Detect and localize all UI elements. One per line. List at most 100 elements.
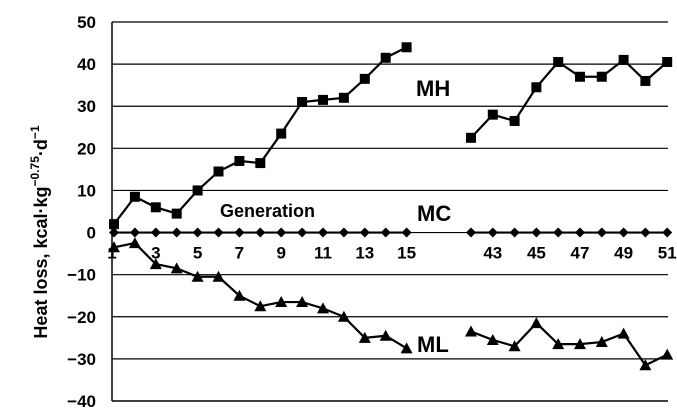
series-label-ml: ML — [417, 332, 449, 357]
x-tick-label: 9 — [276, 244, 285, 263]
data-point-square — [509, 115, 520, 126]
y-tick-label: 0 — [87, 224, 96, 243]
series-mc — [109, 227, 673, 238]
data-point-triangle — [379, 329, 392, 341]
data-point-diamond — [318, 227, 328, 238]
data-point-triangle — [530, 317, 543, 329]
y-tick-labels: 50 40 30 20 10 0 −10 −20 −30 −40 — [67, 13, 96, 409]
y-tick-label: 40 — [77, 55, 96, 74]
y-tick-label: 20 — [77, 139, 96, 158]
data-point-square — [129, 191, 140, 202]
series-line-ml-2 — [470, 321, 668, 367]
data-point-diamond — [213, 227, 224, 238]
series-line-mh-2 — [470, 58, 668, 139]
x-tick-label: 43 — [483, 244, 502, 263]
data-point-triangle — [275, 296, 288, 308]
data-point-triangle — [170, 262, 183, 274]
data-point-triangle — [639, 359, 652, 371]
data-point-diamond — [401, 227, 412, 238]
x-tick-label: 3 — [151, 244, 160, 263]
data-point-diamond — [129, 227, 140, 238]
data-point-diamond — [297, 227, 308, 238]
series-ml — [108, 237, 674, 371]
data-point-diamond — [234, 227, 245, 238]
x-tick-label: 51 — [658, 244, 677, 263]
data-point-square — [662, 57, 673, 68]
x-tick-label: 5 — [193, 244, 202, 263]
data-point-square — [192, 185, 203, 196]
data-point-triangle — [233, 289, 246, 301]
series-label-mh: MH — [416, 76, 450, 101]
series-mh — [109, 42, 673, 230]
data-point-diamond — [640, 227, 651, 238]
data-point-square — [109, 219, 119, 230]
data-point-triangle — [108, 241, 120, 253]
data-point-diamond — [487, 227, 498, 238]
data-point-square — [553, 57, 564, 68]
data-point-triangle — [508, 340, 521, 352]
x-tick-label: 13 — [355, 244, 374, 263]
data-point-triangle — [296, 296, 309, 308]
data-point-square — [318, 94, 328, 105]
series-label-mc: MC — [417, 201, 451, 226]
y-tick-label: −10 — [67, 266, 96, 285]
data-point-square — [255, 158, 266, 169]
data-point-square — [531, 82, 542, 93]
data-point-square — [276, 128, 287, 139]
data-point-square — [575, 71, 585, 82]
y-tick-label: 30 — [77, 97, 96, 116]
data-point-square — [150, 202, 161, 213]
data-point-square — [640, 75, 651, 86]
y-tick-label: −30 — [67, 350, 96, 369]
data-point-triangle — [317, 302, 329, 314]
data-point-diamond — [596, 227, 607, 238]
data-point-triangle — [400, 342, 413, 354]
data-point-diamond — [380, 227, 391, 238]
data-point-triangle — [212, 270, 225, 282]
x-tick-label: 11 — [314, 244, 332, 263]
data-point-diamond — [109, 227, 119, 238]
y-tick-label: −40 — [67, 392, 96, 409]
data-point-diamond — [618, 227, 629, 238]
data-point-triangle — [465, 325, 477, 337]
data-point-square — [297, 97, 308, 108]
data-point-diamond — [553, 227, 564, 238]
data-point-triangle — [128, 237, 141, 249]
data-point-diamond — [509, 227, 520, 238]
data-point-square — [380, 52, 391, 63]
data-point-diamond — [150, 227, 161, 238]
data-point-triangle — [191, 270, 204, 282]
data-point-square — [338, 92, 349, 103]
data-point-square — [487, 109, 498, 120]
data-point-triangle — [358, 331, 371, 343]
data-point-square — [401, 42, 412, 53]
data-point-triangle — [337, 310, 350, 322]
data-point-square — [596, 71, 607, 82]
y-tick-label: 10 — [77, 181, 96, 200]
y-axis-label: Heat loss, kcal·kg−0.75·d−1 — [28, 125, 51, 338]
y-tick-label: −20 — [67, 308, 96, 327]
data-point-diamond — [276, 227, 287, 238]
data-point-diamond — [338, 227, 349, 238]
data-point-square — [466, 132, 476, 143]
data-point-triangle — [595, 336, 608, 348]
data-point-diamond — [575, 227, 585, 238]
x-tick-labels: 3 5 7 9 11 13 15 43 45 47 49 51 1 — [107, 244, 676, 263]
x-tick-label: 45 — [527, 244, 546, 263]
data-point-square — [618, 54, 629, 65]
data-point-diamond — [466, 227, 476, 238]
data-point-diamond — [171, 227, 182, 238]
data-point-square — [359, 73, 370, 84]
y-tick-label: 50 — [77, 13, 96, 32]
data-point-diamond — [255, 227, 266, 238]
data-point-diamond — [531, 227, 542, 238]
data-point-triangle — [486, 333, 499, 345]
series-layer — [108, 42, 674, 371]
data-point-square — [171, 208, 182, 219]
data-point-triangle — [574, 338, 586, 350]
generation-annotation: Generation — [220, 201, 315, 221]
series-line-mh-1 — [113, 46, 408, 225]
x-tick-label: 7 — [235, 244, 244, 263]
data-point-square — [234, 155, 245, 166]
